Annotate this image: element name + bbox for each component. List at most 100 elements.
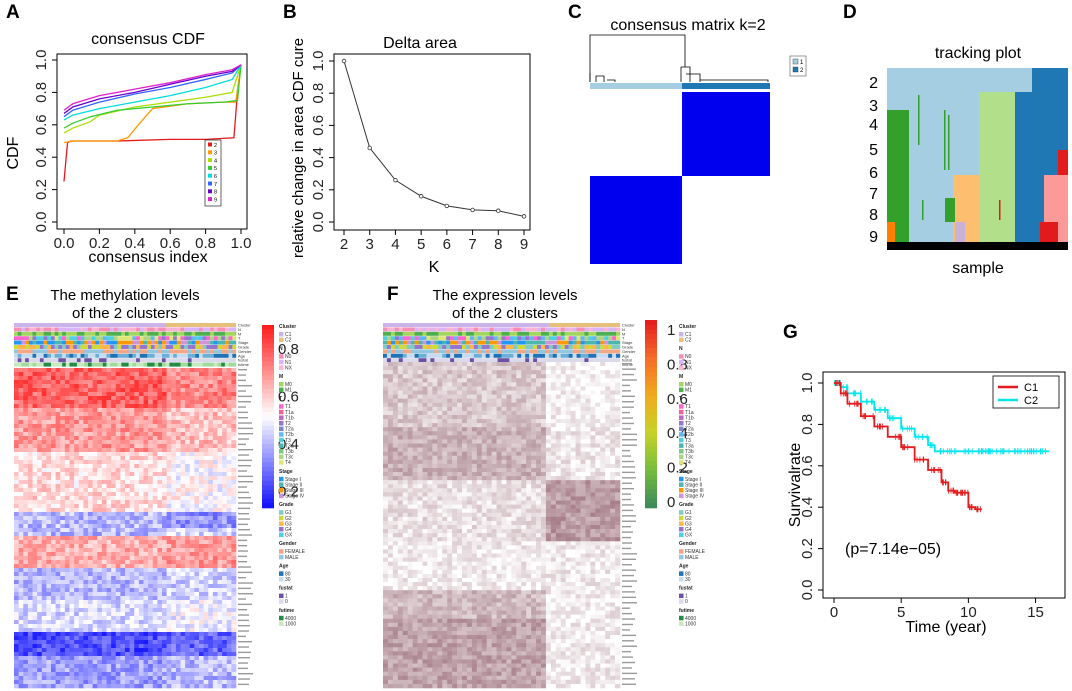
panel-e-heat-cell (78, 420, 84, 425)
panel-e-heat-cell (125, 608, 130, 613)
panel-e-heat-cell (101, 372, 107, 377)
panel-e-heat-cell (212, 496, 218, 501)
panel-f-annotation-cell (564, 340, 569, 345)
panel-e-heat-cell (64, 420, 70, 425)
panel-e-annotation-cell (165, 358, 170, 363)
panel-e-annotation-cell (162, 353, 166, 358)
panel-e-heat-cell (208, 548, 214, 553)
panel-e-heat-cell (162, 684, 167, 689)
panel-e-heat-cell (175, 604, 181, 609)
panel-e-heat-cell (226, 488, 232, 493)
panel-e-heat-cell (189, 384, 195, 389)
panel-e-heat-cell (92, 576, 98, 581)
panel-e-heat-cell (14, 616, 19, 621)
panel-e-heat-cell (148, 600, 154, 605)
panel-e-heat-cell (18, 660, 24, 665)
panel-f-annotation-cell (418, 340, 423, 345)
panel-e-heat-cell (134, 380, 140, 385)
panel-e-legend-item: 80 (285, 571, 291, 577)
panel-e-heat-cell (148, 540, 154, 545)
panel-e-heat-cell (157, 516, 163, 521)
panel-e-heat-cell (115, 588, 121, 593)
panel-e-heat-cell (32, 452, 38, 457)
panel-e-heat-cell (106, 496, 112, 501)
panel-e-heat-cell (125, 484, 130, 489)
panel-e-heat-cell (41, 456, 47, 461)
panel-e-heat-cell (148, 452, 154, 457)
panel-e-heat-cell (189, 656, 195, 661)
panel-e-heat-cell (212, 396, 218, 401)
panel-e-heat-cell (152, 392, 158, 397)
panel-e-heat-cell (74, 564, 80, 569)
panel-e-heat-cell (69, 552, 75, 557)
panel-f-annotation-cell (533, 336, 538, 341)
panel-e-heat-cell (18, 520, 24, 525)
panel-e-legend-item: 1 (285, 594, 288, 600)
panel-e-legend-item: Stage II (285, 482, 302, 488)
panel-e-heat-cell (115, 452, 121, 457)
panel-e-heat-cell (55, 424, 61, 429)
panel-f-title-line2: of the 2 clusters (452, 305, 558, 322)
panel-f-annotation-cell (509, 327, 514, 332)
panel-e-heat-cell (101, 524, 107, 529)
panel-f-annotation-cell (497, 340, 502, 345)
panel-f-annotation-cell (572, 327, 577, 332)
panel-e-heat-cell (14, 516, 19, 521)
panel-e-heat-cell (41, 488, 47, 493)
panel-e-heat-cell (92, 556, 98, 561)
panel-f-annotation-cell (525, 327, 530, 332)
panel-e-annotation-cell (191, 331, 196, 336)
panel-e-heat-cell (222, 392, 228, 397)
panel-e-annotation-cell (221, 349, 226, 354)
panel-e-heat-cell (92, 552, 98, 557)
panel-e-heat-cell (23, 588, 29, 593)
panel-e-heat-cell (41, 416, 47, 421)
panel-e-heat-cell (148, 500, 154, 505)
panel-b-ytick-label: 0.0 (310, 212, 327, 233)
panel-e-annotation-cell (199, 336, 203, 341)
panel-e-heat-cell (78, 556, 84, 561)
panel-e-heat-cell (14, 380, 19, 385)
panel-e-heat-cell (37, 676, 43, 681)
panel-e-heat-cell (55, 472, 61, 477)
panel-e-heat-cell (55, 480, 61, 485)
panel-e-heat-cell (97, 456, 103, 461)
panel-e-heat-cell (180, 616, 186, 621)
panel-e-heat-cell (166, 456, 172, 461)
panel-e-heat-cell (125, 548, 130, 553)
panel-e-heat-cell (23, 552, 29, 557)
panel-e-heat-cell (212, 532, 218, 537)
panel-e-heat-cell (180, 552, 186, 557)
panel-e-annotation-cell (173, 362, 177, 367)
panel-e-annotation-cell (154, 331, 159, 336)
panel-e-heat-cell (120, 512, 126, 517)
panel-e-annotation-cell (147, 327, 152, 332)
panel-e-heat-cell (14, 548, 19, 553)
panel-e-heat-cell (18, 432, 24, 437)
panel-e-heat-cell (157, 448, 163, 453)
panel-e-heat-cell (27, 508, 33, 513)
panel-e-heat-cell (32, 616, 38, 621)
panel-e-heat-cell (129, 616, 135, 621)
panel-e-annotation-cell (165, 353, 170, 358)
panel-e-legend-item: 1000 (285, 621, 296, 627)
panel-e-heat-cell (166, 676, 172, 681)
panel-e-heat-cell (222, 468, 228, 473)
panel-e-heat-cell (41, 652, 47, 657)
panel-e-heat-cell (88, 520, 93, 525)
panel-e-heat-cell (18, 512, 24, 517)
panel-e-legend-swatch (279, 571, 284, 576)
panel-e-heat-cell (203, 588, 209, 593)
panel-e-annotation-cell (228, 353, 233, 358)
panel-a-legend-box (204, 139, 222, 207)
panel-e-annotation-cell (180, 362, 185, 367)
panel-e-heat-cell (64, 520, 70, 525)
panel-e-heat-cell (27, 452, 33, 457)
panel-e-annotation-cell (213, 340, 218, 345)
panel-f-annotation-cell (548, 331, 554, 336)
panel-f-annotation-cell (442, 336, 447, 341)
panel-e-heat-cell (180, 408, 186, 413)
panel-e-heat-cell (111, 668, 117, 673)
panel-e-heat-cell (92, 452, 98, 457)
panel-f-annotation-cell (608, 340, 613, 345)
